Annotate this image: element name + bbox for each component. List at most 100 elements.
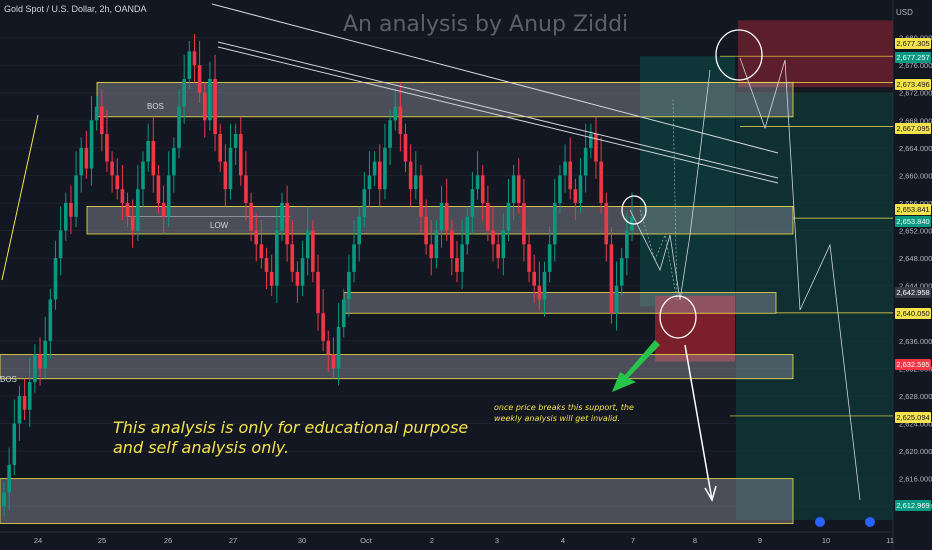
y-tick-label: 2,644.000 [899,282,932,291]
candle-body [336,327,341,369]
candle-body [264,258,269,272]
candle-body [537,285,542,300]
candle-body [233,134,238,148]
candle-body [100,106,104,135]
candle-body [367,175,372,190]
candle-body [527,244,531,272]
candle-body [17,395,22,424]
trendline-yellow [1,114,39,281]
candle-body [398,106,403,135]
price-tag[interactable]: 2,640.050 [895,308,931,319]
trendline-channel-a [217,41,779,179]
y-tick-label: 2,648.000 [899,254,932,263]
candle-body [166,175,171,217]
candle-body [393,106,398,121]
candle-body [275,230,279,286]
candle-body [377,161,382,190]
price-tag[interactable]: 2,667.095 [895,123,931,134]
candle-body [496,244,500,259]
down-arrow-head [704,485,717,502]
candle-body [475,175,480,190]
bos-label-left: BOS [0,375,17,384]
candle-body [444,202,449,231]
candle-body [362,189,367,217]
price-tag[interactable]: 2,653.841 [895,204,931,215]
stop-box-bottom [655,296,735,362]
y-tick-label: 2,624.000 [899,420,932,429]
candle-body [130,216,135,231]
candle-body [480,175,485,203]
candle-body [94,106,99,121]
currency-label[interactable]: USD [896,8,913,17]
candle-body [552,202,557,245]
x-tick-label: 24 [34,536,42,545]
candle-body [79,147,84,176]
candle-body [89,120,94,169]
candle-body [450,230,454,259]
watermark: An analysis by Anup Ziddi [343,12,629,37]
price-tag[interactable]: 2,612.969 [895,500,931,511]
candle-body [172,147,176,176]
x-tick-label: 8 [693,536,697,545]
price-tag[interactable]: 2,677.305 [895,38,931,49]
candle-body [27,382,32,410]
y-tick-label: 2,664.000 [899,144,932,153]
price-tag[interactable]: 2,642.958 [895,287,931,298]
price-axis-panel [893,0,932,550]
candle-body [43,340,47,369]
candle-body [465,216,470,245]
candle-body [619,258,624,286]
candle-body [228,147,233,190]
price-tag[interactable]: 2,653.840 [895,216,931,227]
x-tick-label: 4 [561,536,565,545]
candle-body [429,244,434,259]
x-tick-label: 26 [164,536,172,545]
event-flag-icon [815,517,825,527]
x-tick-label: 9 [758,536,762,545]
price-tag[interactable]: 2,677.257 [895,52,931,63]
candle-body [522,202,526,245]
candle-body [547,244,552,272]
candle-body [578,175,583,203]
price-tag[interactable]: 2,632.595 [895,359,931,370]
event-flag-icon [865,517,875,527]
candle-body [594,134,598,162]
candle-body [38,354,42,369]
candle-body [341,299,346,328]
candle-body [589,134,593,148]
candle-body [357,216,361,245]
candle-body [161,202,166,217]
candle-body [156,175,161,203]
candle-body [439,202,444,231]
candle-body [383,147,387,190]
candle-body [568,161,573,190]
candle-body [516,175,521,203]
bos-label-top: BOS [147,102,164,111]
x-tick-label: 30 [298,536,306,545]
candle-body [12,423,17,465]
candle-body [599,161,603,203]
candle-body [105,134,109,162]
candle-body [424,216,428,245]
candle-body [558,175,562,203]
candle-body [2,492,6,507]
stop-box-top [738,20,893,88]
candle-body [604,202,609,245]
candle-body [115,175,120,190]
candle-body [414,175,418,190]
price-tag[interactable]: 2,625.094 [895,412,931,423]
circle-current [621,195,647,225]
candle-body [58,230,63,259]
candle-body [326,340,331,355]
support-note: once price breaks this support, the week… [494,403,634,423]
candle-body [347,271,351,300]
candle-body [295,271,300,286]
y-tick-label: 2,656.000 [899,199,932,208]
candle-body [542,271,547,300]
symbol-title[interactable]: Gold Spot / U.S. Dollar, 2h, OANDA [4,4,147,14]
price-tag[interactable]: 2,673.496 [895,79,931,90]
candle-body [259,244,264,259]
candle-body [511,175,516,203]
candle-body [408,161,413,190]
